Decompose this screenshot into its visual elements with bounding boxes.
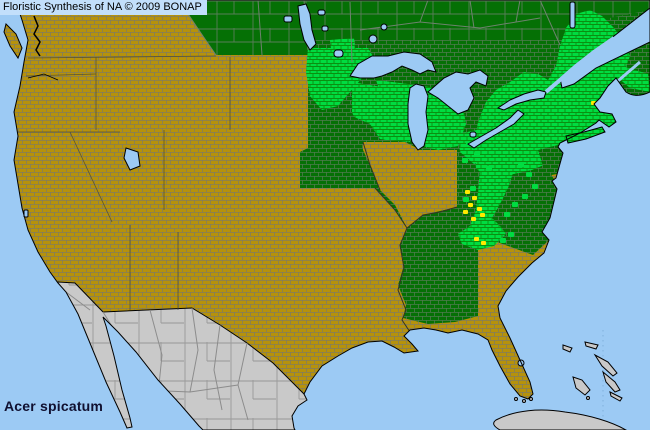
lake-ontario — [496, 89, 547, 111]
puget-sound — [33, 15, 41, 57]
present-county-dot — [526, 172, 532, 177]
st-lawrence-river — [544, 36, 616, 94]
rare-county-dot — [471, 217, 476, 221]
bahamas-island — [562, 344, 573, 353]
outlier-county-dots — [462, 142, 538, 243]
present-county-dot — [500, 238, 506, 243]
present-county-dot — [532, 184, 538, 189]
lake-erie — [467, 109, 525, 149]
bahamas-cay — [586, 396, 590, 400]
bahamas-andros — [572, 376, 591, 396]
present-county-clusters — [306, 10, 650, 250]
rare-county-dot — [481, 241, 486, 245]
columbia-river — [27, 73, 59, 81]
present-county-dot — [486, 166, 492, 171]
river-borders — [362, 141, 458, 333]
rare-county-dot — [474, 237, 479, 241]
florida-key — [514, 397, 518, 401]
rare-county-dot — [465, 190, 470, 194]
present-county-dot — [512, 202, 518, 207]
lake-nipigon — [368, 34, 378, 44]
canada-lake — [380, 23, 388, 31]
lake-of-the-woods — [333, 49, 344, 58]
present-county-dot — [518, 162, 524, 167]
rare-county-dots — [463, 101, 596, 245]
rare-county-dot — [477, 207, 482, 211]
lake-manitoba — [283, 15, 293, 23]
lake-st-clair — [469, 131, 477, 138]
state-borders — [16, 55, 231, 310]
bahamas-eleuthera — [593, 353, 618, 377]
present-county-dot — [522, 194, 528, 199]
canada-region — [178, 0, 650, 140]
canada-lake — [321, 25, 329, 32]
florida-key — [522, 399, 526, 403]
present-county-dot — [504, 212, 510, 217]
lake-champlain — [569, 1, 576, 29]
great-salt-lake — [123, 147, 141, 171]
pacific-inlets — [27, 15, 59, 81]
present-county-dot — [470, 186, 476, 191]
cuba — [493, 409, 628, 430]
lake-michigan — [407, 83, 429, 151]
rare-county-dot — [480, 213, 485, 217]
rare-county-dot — [468, 203, 473, 207]
present-county-dot — [474, 152, 480, 157]
out-of-area-islands — [493, 341, 628, 430]
present-county-dot — [508, 232, 514, 237]
lake-superior — [349, 51, 437, 79]
lakes — [23, 1, 650, 367]
bahamas-island — [602, 370, 621, 393]
st-lawrence-estuary — [559, 7, 650, 89]
canada-lake — [317, 9, 326, 16]
map-title-bar: Floristic Synthesis of NA © 2009 BONAP — [0, 0, 207, 15]
bahamas-island — [609, 391, 623, 402]
lake-huron — [427, 69, 489, 115]
map-title: Floristic Synthesis of NA © 2009 BONAP — [3, 1, 202, 13]
rare-county-dot — [463, 210, 468, 214]
florida-key — [529, 397, 533, 401]
present-county-dot — [462, 158, 468, 163]
present-county-dot — [463, 197, 469, 202]
species-name-label: Acer spicatum — [4, 398, 104, 414]
bay-of-fundy — [611, 60, 641, 88]
bahamas-island — [584, 341, 599, 350]
illinois-indiana-absent — [363, 142, 457, 228]
lake-winnipeg — [297, 3, 317, 51]
rare-county-dot — [472, 196, 477, 200]
